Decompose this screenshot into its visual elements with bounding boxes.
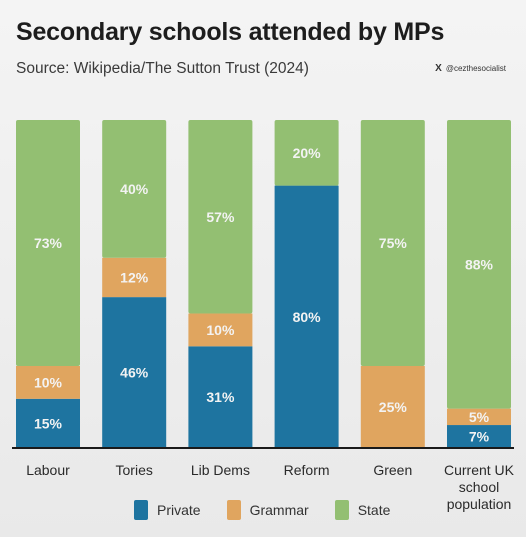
bar-private-2 <box>188 346 253 448</box>
data-label-grammar-2: 10% <box>206 322 235 338</box>
data-label-state-3: 20% <box>293 145 322 161</box>
data-label-state-0: 73% <box>34 235 63 251</box>
category-label-1: Tories <box>116 462 153 478</box>
legend-swatch-grammar <box>226 500 241 520</box>
bar-state-5 <box>447 120 511 409</box>
legend-swatch-state <box>334 500 349 520</box>
legend-item-grammar: Grammar <box>226 500 309 520</box>
bar-grammar-5 <box>447 408 511 426</box>
x-logo-icon: X <box>435 63 442 74</box>
bar-private-5 <box>447 425 511 448</box>
bar-private-0 <box>16 398 80 448</box>
bar-state-0 <box>16 120 80 366</box>
chart-subtitle: Source: Wikipedia/The Sutton Trust (2024… <box>16 60 309 77</box>
data-label-state-4: 75% <box>379 235 408 251</box>
bar-state-4 <box>360 120 425 366</box>
data-label-grammar-4: 25% <box>379 399 408 415</box>
legend-label-grammar: Grammar <box>249 502 309 518</box>
bar-grammar-2 <box>188 313 253 347</box>
category-label-4: Green <box>373 462 412 478</box>
category-label-3: Reform <box>284 462 330 478</box>
chart-legend: Private Grammar State <box>134 500 390 520</box>
legend-item-private: Private <box>134 500 201 520</box>
watermark: X @cezthesocialist <box>435 63 506 74</box>
bar-grammar-4 <box>360 366 425 448</box>
data-label-private-3: 80% <box>293 309 322 325</box>
bar-private-1 <box>102 297 167 448</box>
category-label-0: Labour <box>26 462 70 478</box>
bar-grammar-1 <box>102 257 167 298</box>
data-label-state-5: 88% <box>465 256 494 272</box>
category-label-5: Current UK school population <box>444 462 515 512</box>
watermark-handle: @cezthesocialist <box>445 64 506 73</box>
chart-title: Secondary schools attended by MPs <box>16 18 445 46</box>
data-label-grammar-5: 5% <box>469 409 490 425</box>
data-label-private-1: 46% <box>120 365 149 381</box>
bar-grammar-0 <box>16 366 80 399</box>
data-label-state-2: 57% <box>206 209 235 225</box>
data-label-private-0: 15% <box>34 415 63 431</box>
data-label-private-5: 7% <box>469 429 490 445</box>
category-label-2: Lib Dems <box>191 462 250 478</box>
legend-label-state: State <box>357 502 391 518</box>
data-label-grammar-1: 12% <box>120 269 149 285</box>
legend-item-state: State <box>334 500 391 520</box>
legend-swatch-private <box>134 500 148 520</box>
bar-state-2 <box>188 120 253 314</box>
bar-private-3 <box>274 185 339 448</box>
bar-state-3 <box>274 120 339 186</box>
data-label-private-2: 31% <box>206 389 235 405</box>
data-label-grammar-0: 10% <box>34 374 63 390</box>
data-label-state-1: 40% <box>120 181 149 197</box>
legend-label-private: Private <box>157 502 201 518</box>
bar-state-1 <box>102 120 167 258</box>
